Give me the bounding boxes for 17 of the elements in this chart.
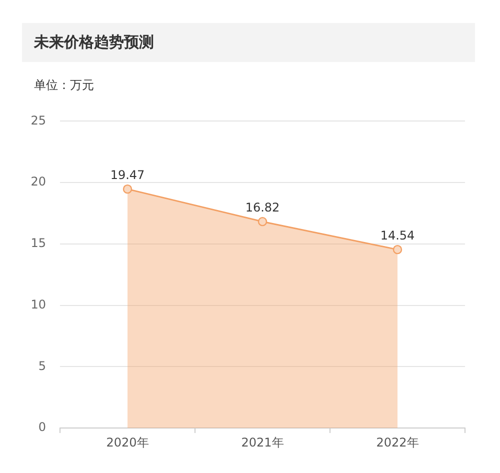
point [122,184,132,194]
data-label: 14.54 [380,228,415,243]
point [258,216,268,226]
y-tick-label: 0 [38,420,46,434]
x-tick-label: 2022年 [376,435,419,450]
data-label: 16.82 [245,200,280,215]
y-tick-label: 10 [30,297,46,312]
data-label: 19.47 [110,168,145,182]
chart-title: 未来价格趋势预测 [34,33,154,51]
x-tick-label: 2020年 [106,435,149,450]
y-tick-label: 15 [30,236,46,250]
x-tick-label: 2021年 [241,435,284,450]
point [392,244,402,254]
y-tick-label: 5 [38,358,46,373]
y-tick-label: 25 [30,113,46,128]
y-tick-label: 20 [30,174,46,189]
y-axis-title: 单位：万元 [34,78,94,93]
